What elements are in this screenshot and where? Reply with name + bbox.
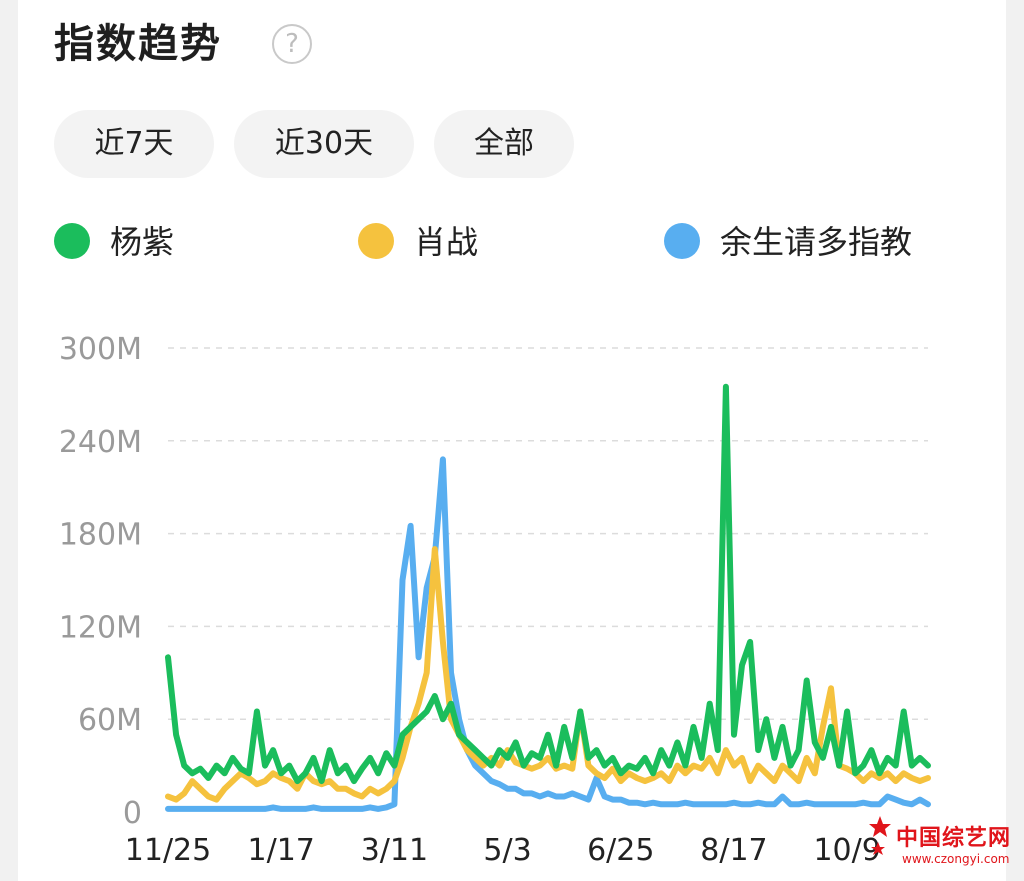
range-30days-button[interactable]: 近30天 xyxy=(234,110,414,178)
range-all-button[interactable]: 全部 xyxy=(434,110,574,178)
x-tick-label: 10/9 xyxy=(813,833,880,868)
legend-item-yusheng[interactable]: 余生请多指教 xyxy=(664,220,912,264)
legend-label: 肖战 xyxy=(414,223,479,261)
index-trend-card: 指数趋势 ? 近7天 近30天 全部 杨紫 肖战 余生请多指教 0 60M 120M… xyxy=(18,0,1006,881)
trend-line-chart: 0 60M 120M 180M 240M 300M 11/25 1/17 3/11 5/3 6/25… xyxy=(59,332,931,868)
watermark-url: www.czongyi.com xyxy=(902,852,1010,866)
question-circle-icon[interactable]: ? xyxy=(272,24,312,64)
range-7days-button[interactable]: 近7天 xyxy=(54,110,214,178)
legend-dot-icon xyxy=(664,223,700,259)
x-tick-label: 8/17 xyxy=(700,833,767,868)
watermark-text: 中国综艺网 xyxy=(896,826,1012,851)
x-tick-label: 1/17 xyxy=(248,833,315,868)
legend-dot-icon xyxy=(358,223,394,259)
legend-item-yangzi[interactable]: 杨紫 xyxy=(54,220,174,264)
x-tick-label: 11/25 xyxy=(125,833,211,868)
series-line-2[interactable] xyxy=(165,456,931,812)
legend-item-xiaozhan[interactable]: 肖战 xyxy=(358,220,478,264)
x-tick-label: 3/11 xyxy=(361,833,428,868)
legend-label: 杨紫 xyxy=(110,223,175,261)
series-line-1[interactable] xyxy=(165,546,931,803)
y-tick-label: 180M xyxy=(59,518,142,553)
legend-dot-icon xyxy=(54,223,90,259)
x-tick-label: 6/25 xyxy=(587,833,654,868)
y-tick-label: 240M xyxy=(59,425,142,460)
y-tick-label: 0 xyxy=(123,796,142,831)
y-tick-label: 120M xyxy=(59,610,142,645)
legend-label: 余生请多指教 xyxy=(720,223,913,261)
y-tick-label: 60M xyxy=(78,703,142,738)
y-tick-label: 300M xyxy=(59,332,142,367)
page-title: 指数趋势 xyxy=(54,21,222,67)
series-line-0[interactable] xyxy=(165,383,931,785)
x-tick-label: 5/3 xyxy=(483,833,531,868)
watermark-logo xyxy=(869,816,891,855)
